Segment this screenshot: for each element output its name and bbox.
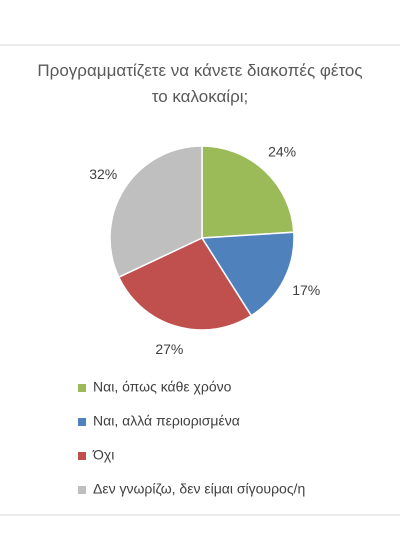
pie-slice [201, 145, 295, 239]
legend-label: Δεν γνωρίζω, δεν είμαι σίγουρος/η [93, 481, 305, 497]
pie-slice [117, 237, 253, 331]
legend-swatch [78, 486, 86, 494]
legend-label: Ναι, όπως κάθε χρόνο [93, 379, 232, 395]
data-label: 24% [268, 143, 296, 159]
data-label: 27% [155, 341, 183, 357]
legend-label: Ναι, αλλά περιορισμένα [93, 413, 240, 429]
legend-label: Όχι [92, 447, 114, 463]
data-label: 32% [89, 166, 117, 182]
data-label: 17% [292, 282, 320, 298]
legend-swatch [78, 384, 86, 392]
legend-swatch [78, 418, 86, 426]
pie-slice [200, 231, 295, 317]
pie-slice [109, 145, 203, 279]
chart-title: Προγραμματίζετε να κάνετε διακοπές φέτος… [37, 61, 363, 106]
legend-swatch [78, 452, 86, 460]
